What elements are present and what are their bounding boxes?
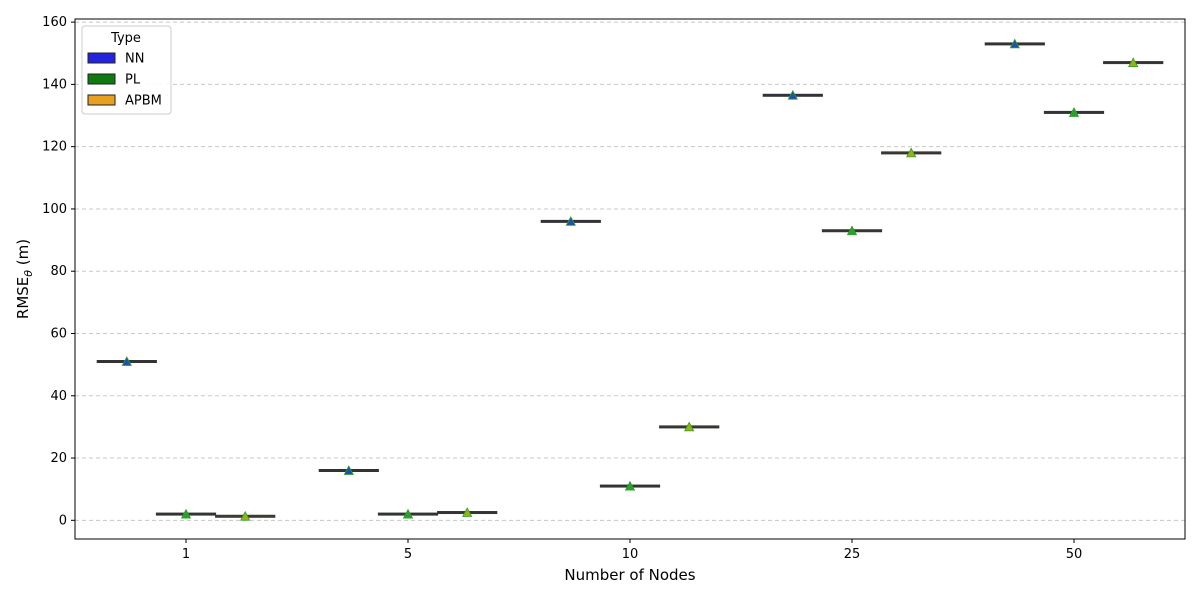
y-axis-label-main: RMSE	[14, 277, 32, 319]
y-tick-label: 120	[42, 140, 67, 155]
legend-swatch-pl	[87, 73, 116, 85]
legend-label-pl: PL	[125, 73, 141, 88]
mean-marker	[787, 89, 798, 100]
x-tick-label: 5	[404, 547, 412, 562]
mean-marker	[565, 216, 576, 226]
legend-label-nn: NN	[125, 52, 144, 67]
y-axis-label: RMSEθ (m)	[14, 239, 35, 319]
y-tick-label: 20	[50, 451, 67, 466]
legend: Type NN PL APBM	[81, 25, 172, 115]
y-tick-label: 40	[50, 389, 67, 404]
y-gridlines	[75, 21, 1185, 521]
mean-marker	[846, 225, 858, 236]
mean-marker	[462, 507, 473, 517]
mean-marker	[906, 147, 917, 158]
mean-marker	[240, 510, 251, 521]
legend-title: Type	[110, 31, 141, 46]
legend-swatch-nn	[87, 52, 116, 64]
mean-marker	[180, 508, 192, 519]
y-tick-label: 140	[42, 77, 67, 92]
box-series	[96, 38, 1164, 521]
mean-marker	[343, 465, 354, 475]
x-axis-label: Number of Nodes	[564, 566, 695, 584]
mean-marker	[1128, 57, 1139, 67]
x-axis-ticks: 1 5 10 25 50	[182, 539, 1082, 562]
mean-marker	[624, 480, 636, 491]
x-tick-label: 25	[844, 547, 861, 562]
y-axis-label-unit: (m)	[14, 239, 32, 270]
mean-marker	[1068, 107, 1080, 117]
legend-box	[81, 25, 172, 115]
mean-marker	[1009, 38, 1020, 49]
y-tick-label: 0	[59, 513, 67, 528]
mean-marker	[684, 421, 695, 432]
y-axis-label-sub: θ	[22, 270, 35, 277]
legend-label-apbm: APBM	[125, 94, 162, 109]
x-tick-label: 1	[182, 547, 190, 562]
x-tick-label: 50	[1066, 547, 1083, 562]
x-tick-label: 10	[622, 547, 639, 562]
y-tick-label: 80	[50, 264, 67, 279]
y-tick-label: 60	[50, 326, 67, 341]
y-axis-ticks: 0 20 40 60 80 100 120 140 160	[42, 15, 75, 528]
legend-swatch-apbm	[87, 94, 116, 106]
y-tick-label: 160	[42, 15, 67, 30]
mean-marker	[121, 356, 132, 366]
y-tick-label: 100	[42, 202, 67, 217]
mean-marker	[402, 508, 414, 519]
plot-frame	[74, 18, 1186, 540]
